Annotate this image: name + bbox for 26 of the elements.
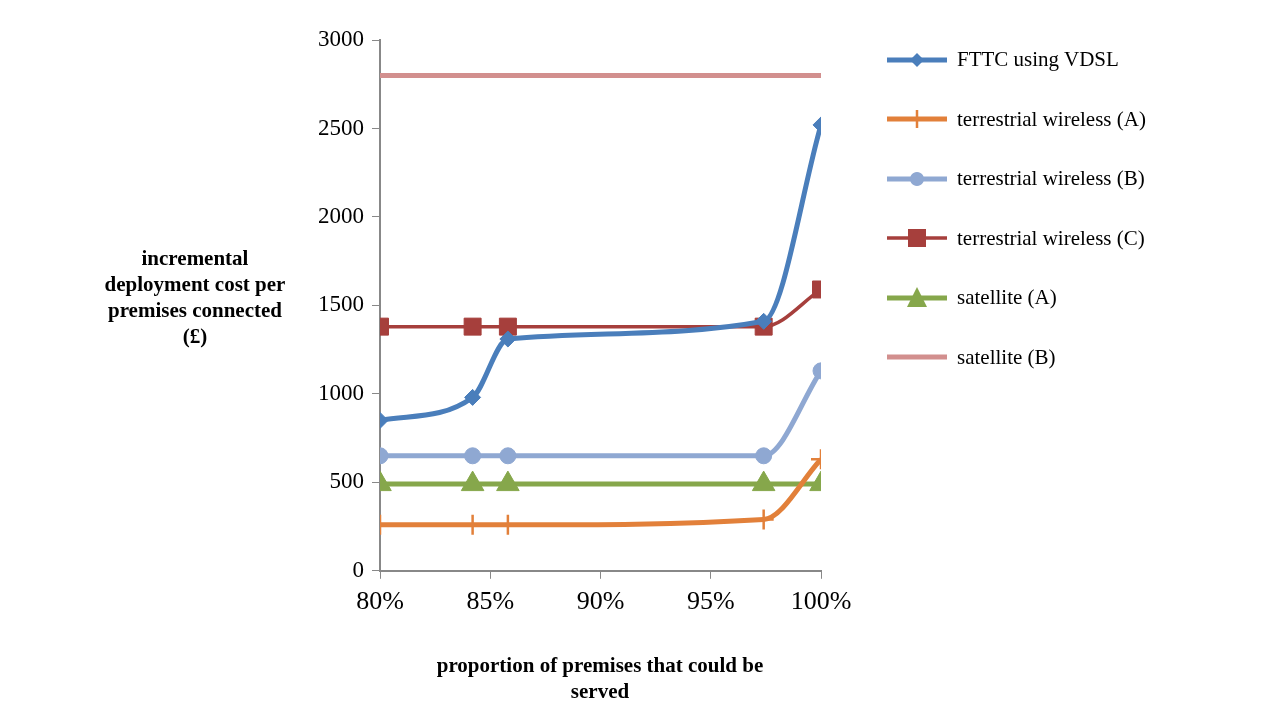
y-tick-label: 0 xyxy=(352,556,364,582)
legend-label: satellite (A) xyxy=(957,285,1057,311)
y-tick-label: 1000 xyxy=(318,379,364,405)
legend-label: terrestrial wireless (B) xyxy=(957,166,1145,192)
y-tick-label: 500 xyxy=(329,468,364,494)
y-axis-title: incremental deployment cost per premises connected (£) xyxy=(103,245,287,349)
point xyxy=(464,447,482,465)
x-tick-label: 95% xyxy=(686,586,735,616)
legend-label: satellite (B) xyxy=(957,344,1056,370)
x-tick-label: 100% xyxy=(790,586,852,616)
x-axis-title: proportion of premises that could be served xyxy=(435,652,765,704)
y-tick-label: 3000 xyxy=(318,26,364,52)
point xyxy=(463,317,482,336)
point xyxy=(464,388,482,406)
y-tick-label: 2000 xyxy=(318,202,364,228)
legend-label: FTTC using VDSL xyxy=(957,47,1119,73)
x-tick-label: 90% xyxy=(576,586,625,616)
y-tick-label: 2500 xyxy=(318,114,364,140)
x-tick-label: 80% xyxy=(356,586,404,616)
point xyxy=(498,317,517,336)
legend-label: terrestrial wireless (C) xyxy=(957,225,1145,251)
point xyxy=(499,447,517,465)
y-tick-label: 1500 xyxy=(318,291,364,317)
x-tick-label: 85% xyxy=(466,586,515,616)
legend-label: terrestrial wireless (A) xyxy=(957,106,1146,132)
point xyxy=(499,330,517,348)
